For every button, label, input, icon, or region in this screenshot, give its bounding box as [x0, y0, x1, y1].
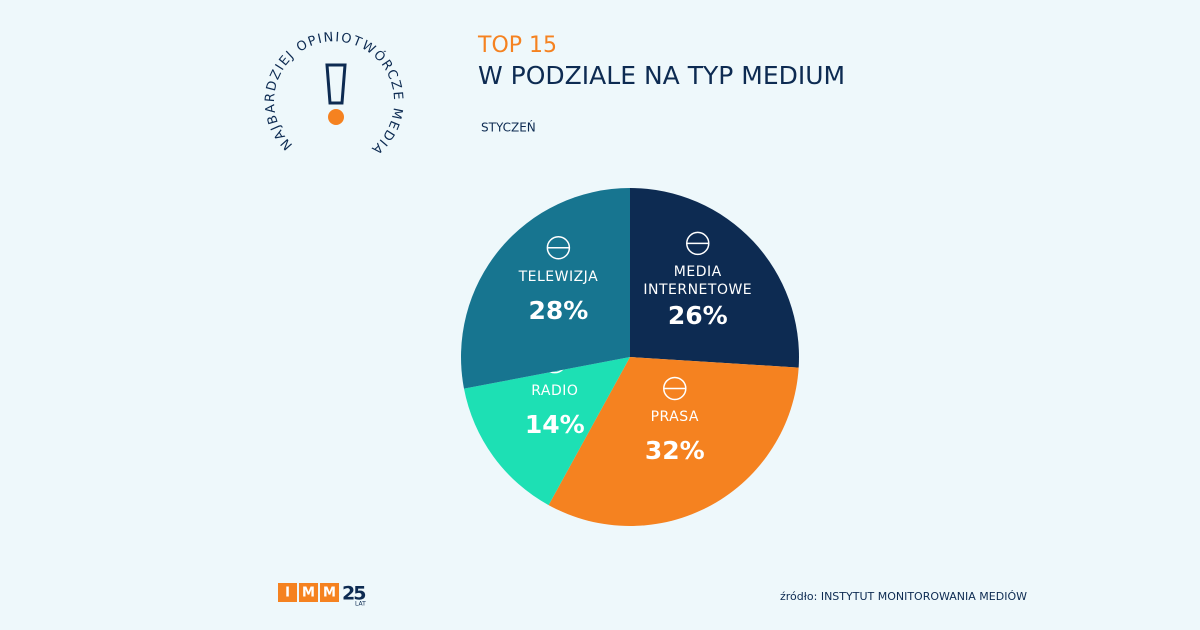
logo-years: 25: [342, 583, 365, 605]
logo-box: [299, 583, 318, 602]
category-label: RADIO: [531, 382, 579, 399]
badge-dot: [328, 109, 344, 125]
pie: [461, 188, 799, 526]
badge-text-path: NAJBARDZIEJ OPINIOTWÓRCZE MEDIA: [263, 30, 404, 158]
category-label: PRASA: [650, 409, 699, 426]
slice-icon: [686, 231, 710, 256]
value-label: 28%: [528, 295, 589, 325]
badge-exclamation: [325, 63, 347, 105]
pie-slice: [630, 188, 799, 368]
logo-letter: M: [302, 586, 315, 601]
pie-slice: [548, 357, 799, 526]
pie-slice: [461, 188, 630, 389]
logo: I M M 25 LAT: [278, 583, 367, 608]
value-label: 32%: [644, 436, 705, 466]
source: źródło: INSTYTUT MONITOROWANIA MEDIÓW: [780, 590, 1027, 603]
value-label: 26%: [667, 301, 728, 331]
period: STYCZEŃ: [481, 120, 536, 135]
chart-subtitle: W PODZIALE NA TYP MEDIUM: [478, 61, 845, 90]
category-label: TELEWIZJA: [518, 268, 599, 285]
pie-slice: [463, 357, 630, 506]
slice-icon: [546, 236, 571, 260]
logo-box: [278, 583, 297, 602]
logo-years-label: LAT: [355, 601, 366, 608]
category-label: MEDIA INTERNETOWE: [643, 264, 753, 299]
value-label: 14%: [524, 409, 585, 439]
badge-text: NAJBARDZIEJ OPINIOTWÓRCZE MEDIA: [263, 30, 405, 158]
logo-letter: M: [323, 586, 336, 601]
slice-icon: [663, 376, 687, 401]
logo-letter: I: [285, 586, 290, 601]
logo-box: [320, 583, 339, 602]
chart-title: TOP 15: [477, 33, 557, 58]
